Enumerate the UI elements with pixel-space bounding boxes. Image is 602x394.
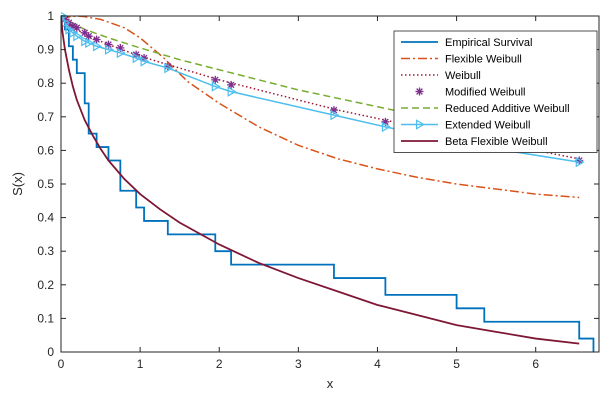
legend-item-reduced-additive-weibull: Reduced Additive Weibull [401,103,570,115]
y-tick-label: 0.9 [37,43,54,57]
legend-label-flexible-weibull: Flexible Weibull [445,54,522,66]
y-tick-label: 0.8 [37,76,54,90]
axis-layer: 0 1 2 3 4 5 6 0 0.1 0.2 0.3 0.4 0.5 0.6 0.7 0.8 0.9 1 [37,9,600,371]
y-tick-label: 1 [47,9,54,23]
line-beta-flexible-weibull [61,15,580,345]
legend-item-flexible-weibull: Flexible Weibull [401,54,522,66]
point-modified-weibull [227,80,236,89]
legend-label-extended-weibull: Extended Weibull [445,120,530,132]
legend-item-weibull: Weibull [401,70,481,82]
y-tick-label: 0.5 [37,177,54,191]
x-tick-label: 6 [532,357,539,371]
legend: Empirical Survival Flexible Weibull Weibul… [393,30,598,153]
y-tick-label: 0.1 [37,311,54,325]
point-extended-weibull [104,44,114,55]
x-axis-title: x [327,376,334,391]
y-tick-label: 0.4 [37,211,54,225]
point-extended-weibull [73,30,83,42]
point-extended-weibull [575,156,585,168]
legend-label-reduced-additive-weibull: Reduced Additive Weibull [445,103,570,115]
series-flexible-weibull [61,15,580,199]
x-tick-label: 5 [453,357,460,371]
series-empirical-survival [61,15,595,352]
point-modified-weibull [211,75,220,84]
point-extended-weibull [93,40,102,52]
legend-item-modified-weibull: Modified Weibull [415,87,526,99]
y-axis-title: S(x) [10,172,25,196]
x-tick-label: 4 [374,357,381,371]
line-flexible-weibull [61,15,580,199]
legend-label-beta-flexible-weibull: Beta Flexible Weibull [445,136,548,148]
point-extended-weibull [211,81,221,92]
point-extended-weibull [85,37,95,49]
x-tick-label: 0 [58,357,65,371]
legend-label-modified-weibull: Modified Weibull [445,87,526,99]
point-extended-weibull [61,12,68,21]
legend-marker-extended-weibull [415,119,425,130]
legend-item-beta-flexible-weibull: Beta Flexible Weibull [401,136,548,148]
y-tick-label: 0.7 [37,110,54,124]
y-tick-label: 0.3 [37,244,54,258]
point-extended-weibull [330,109,340,121]
point-modified-weibull [84,32,93,41]
point-modified-weibull [72,23,81,32]
legend-item-empirical-survival: Empirical Survival [401,37,532,49]
legend-item-extended-weibull: Extended Weibull [401,119,530,132]
legend-swatch-modified-weibull [415,87,424,96]
point-extended-weibull [132,52,142,64]
point-extended-weibull [381,121,391,133]
point-extended-weibull [227,86,237,97]
legend-label-weibull: Weibull [445,70,481,82]
legend-label-empirical-survival: Empirical Survival [445,37,532,49]
point-extended-weibull [140,56,150,67]
point-modified-weibull [92,35,101,44]
point-extended-weibull [164,62,174,74]
legend-box [393,30,598,153]
x-tick-label: 2 [216,357,223,371]
x-tick-label: 3 [295,357,302,371]
y-tick-label: 0.6 [37,143,54,157]
y-tick-label: 0 [47,345,54,359]
series-beta-flexible-weibull [61,15,580,345]
point-extended-weibull [116,47,126,59]
x-tick-label: 1 [137,357,144,371]
y-tick-label: 0.2 [37,278,54,292]
line-empirical-survival [61,15,595,352]
